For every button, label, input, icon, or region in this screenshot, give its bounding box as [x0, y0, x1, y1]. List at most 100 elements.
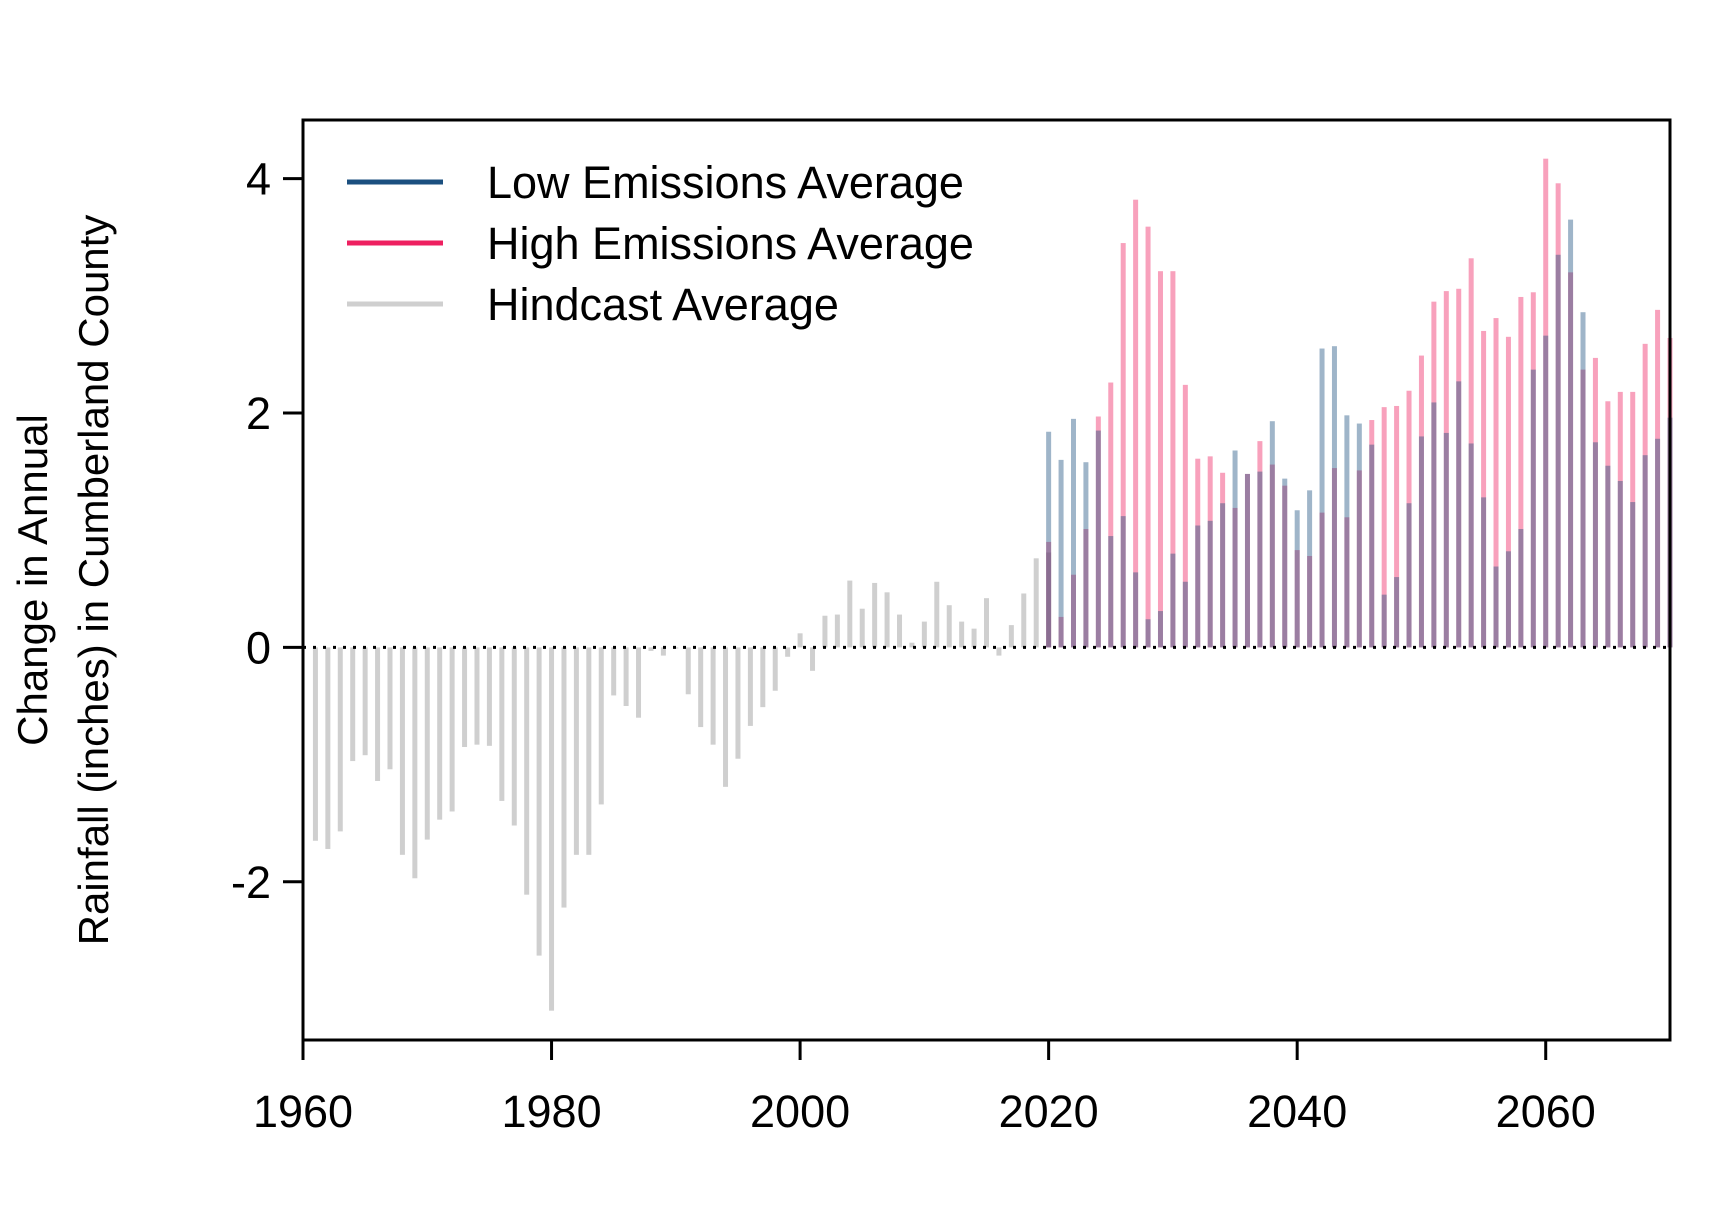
hindcast-bar-1996 — [747, 647, 753, 726]
high-emissions-bar-2038 — [1269, 464, 1275, 648]
high-emissions-bar-2061 — [1555, 183, 1561, 648]
hindcast-bar-2016 — [996, 647, 1002, 656]
low-emissions-bar-2044 — [1344, 415, 1350, 648]
hindcast-bar-1973 — [462, 647, 468, 748]
low-emissions-bar-2043 — [1331, 346, 1337, 648]
low-emissions-bar-2040 — [1294, 510, 1300, 648]
hindcast-bar-1968 — [399, 647, 405, 855]
low-emissions-bar-2033 — [1207, 520, 1213, 648]
low-emissions-bar-2030 — [1170, 553, 1176, 648]
high-emissions-bar-2058 — [1518, 296, 1524, 648]
low-emissions-bar-2023 — [1083, 462, 1089, 648]
hindcast-bar-1974 — [474, 647, 480, 745]
high-emissions-bar-2039 — [1282, 485, 1288, 648]
high-emissions-bar-2040 — [1294, 550, 1300, 648]
low-emissions-bar-2059 — [1530, 369, 1536, 648]
high-emissions-bar-2062 — [1568, 272, 1574, 648]
low-emissions-bar-2063 — [1580, 312, 1586, 648]
low-emissions-bar-2051 — [1431, 402, 1437, 648]
low-emissions-bar-2022 — [1070, 418, 1076, 648]
hindcast-bar-1975 — [486, 647, 492, 746]
high-emissions-bar-2066 — [1617, 391, 1623, 648]
low-emissions-bar-2026 — [1120, 516, 1126, 648]
hindcast-bar-1977 — [511, 647, 517, 826]
low-emissions-bar-2052 — [1443, 432, 1449, 648]
high-emissions-bar-2055 — [1481, 330, 1487, 648]
y-tick-label-4: 4 — [246, 154, 271, 205]
hindcast-bar-1985 — [611, 647, 617, 696]
low-emissions-bar-2027 — [1133, 572, 1139, 648]
hindcast-bar-1984 — [598, 647, 604, 805]
hindcast-bar-2008 — [897, 614, 903, 648]
low-emissions-bar-2058 — [1518, 529, 1524, 648]
low-emissions-bar-2032 — [1195, 525, 1201, 648]
y-axis-label-line-2: Rainfall (inches) in Cumberland County — [70, 215, 117, 946]
low-emissions-bar-2042 — [1319, 348, 1325, 648]
high-emissions-bar-2044 — [1344, 517, 1350, 648]
hindcast-bar-2005 — [859, 608, 865, 648]
high-emissions-bar-2049 — [1406, 390, 1412, 648]
high-emissions-bar-2021 — [1058, 616, 1064, 648]
low-emissions-bar-2053 — [1456, 381, 1462, 648]
legend: Low Emissions Average High Emissions Aver… — [347, 157, 974, 330]
low-emissions-bar-2029 — [1157, 611, 1163, 648]
hindcast-bar-1982 — [573, 647, 579, 855]
hindcast-bar-2012 — [946, 605, 952, 648]
y-tick-label-0: 0 — [246, 622, 271, 673]
low-emissions-bar-2048 — [1394, 577, 1400, 648]
high-emissions-bar-2043 — [1331, 468, 1337, 648]
high-emissions-bar-2054 — [1468, 258, 1474, 648]
high-emissions-bar-2047 — [1381, 407, 1387, 648]
legend-label-high: High Emissions Average — [487, 218, 974, 269]
hindcast-bar-2014 — [971, 628, 977, 648]
hindcast-bar-2015 — [984, 598, 989, 648]
low-emissions-bar-2028 — [1145, 619, 1151, 648]
x-tick-label-2040: 2040 — [1247, 1086, 1347, 1137]
low-emissions-bar-2046 — [1369, 444, 1375, 648]
hindcast-bar-1983 — [586, 647, 592, 855]
high-emissions-bar-2046 — [1369, 420, 1375, 648]
hindcast-bar-1999 — [785, 647, 791, 657]
low-emissions-bar-2066 — [1617, 480, 1623, 648]
high-emissions-bar-2041 — [1307, 555, 1313, 648]
hindcast-bar-2003 — [834, 614, 840, 648]
high-emissions-bar-2028 — [1145, 226, 1151, 648]
low-emissions-bar-2050 — [1418, 436, 1424, 648]
x-tick-label-1980: 1980 — [501, 1086, 601, 1137]
low-emissions-bar-2038 — [1269, 421, 1275, 648]
low-emissions-bar-2055 — [1481, 497, 1487, 648]
hindcast-bar-1967 — [387, 647, 393, 770]
high-emissions-bar-2045 — [1356, 470, 1362, 648]
hindcast-bar-1981 — [561, 647, 567, 908]
hindcast-bar-1980 — [549, 647, 555, 1011]
y-axis-label-line-1: Change in Annual — [9, 414, 56, 746]
high-emissions-bar-2050 — [1418, 355, 1424, 648]
hindcast-bar-1991 — [685, 647, 691, 695]
hindcast-bar-1964 — [350, 647, 356, 762]
legend-label-low: Low Emissions Average — [487, 157, 964, 208]
low-emissions-bar-2021 — [1058, 459, 1064, 648]
high-emissions-bar-2067 — [1630, 391, 1636, 648]
x-tick-label-1960: 1960 — [253, 1086, 353, 1137]
high-emissions-bar-2023 — [1083, 529, 1089, 648]
low-emissions-bar-2037 — [1257, 471, 1263, 648]
low-emissions-bar-2049 — [1406, 503, 1412, 648]
y-tick-label-2: 2 — [246, 388, 271, 439]
hindcast-bar-2004 — [847, 580, 853, 648]
high-emissions-bar-2064 — [1592, 357, 1598, 648]
hindcast-bar-2007 — [884, 592, 890, 648]
hindcast-bar-1966 — [375, 647, 381, 781]
hindcast-bar-1971 — [437, 647, 443, 820]
axes-layer: 1960 1980 2000 2020 2040 2060 -2 0 2 4 — [231, 154, 1596, 1137]
low-emissions-bar-2020 — [1046, 431, 1052, 648]
hindcast-bar-1976 — [499, 647, 505, 801]
low-emissions-bar-2068 — [1642, 455, 1648, 648]
high-emissions-bar-2065 — [1605, 401, 1611, 648]
hindcast-bar-2001 — [810, 647, 816, 671]
y-tick-label--2: -2 — [231, 857, 271, 908]
high-emissions-bar-2031 — [1182, 384, 1188, 648]
low-emissions-bar-2036 — [1244, 473, 1250, 648]
hindcast-bar-1986 — [623, 647, 629, 706]
hindcast-bar-2018 — [1021, 593, 1027, 648]
